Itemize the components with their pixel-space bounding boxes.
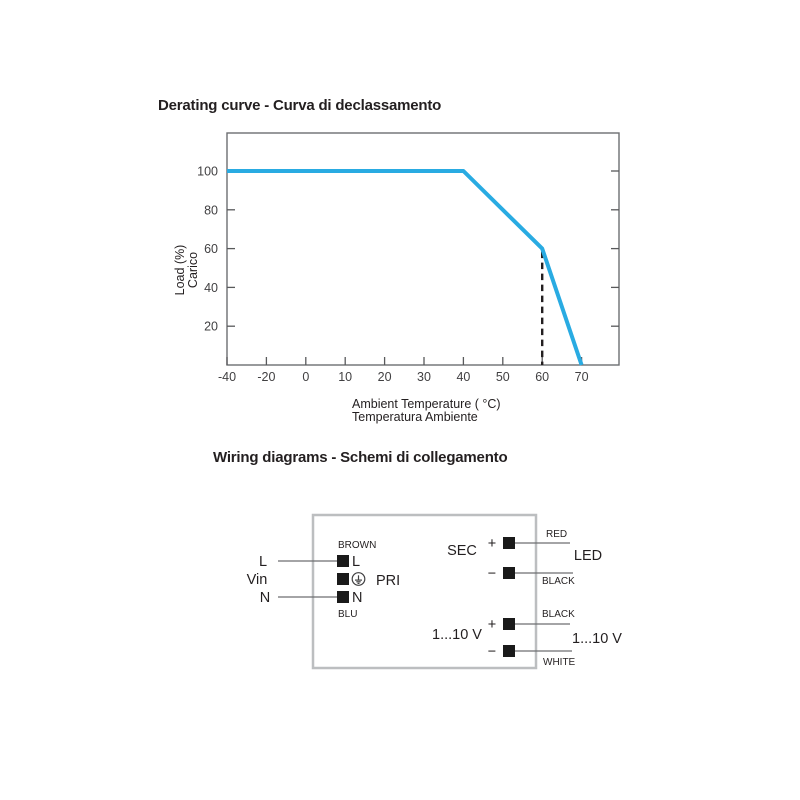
terminal-l-label: L	[352, 554, 360, 570]
y-tick-label: 100	[197, 165, 218, 179]
derating-chart: -40 -20 0 10 20 30 40 50 60 70 100 80 60 40 20 Ambient…	[173, 132, 620, 424]
sec-minus-sign: −	[488, 566, 496, 582]
vin-label: Vin	[247, 572, 268, 588]
l-input-label: L	[259, 554, 267, 570]
terminal-n	[337, 591, 349, 603]
x-tick-label: 50	[496, 370, 510, 384]
sec-plus-sign: +	[488, 536, 496, 552]
derating-section-title: Derating curve - Curva di declassamento	[158, 97, 442, 114]
sec-label: SEC	[447, 543, 477, 559]
x-tick-label: 60	[535, 370, 549, 384]
device-box	[311, 513, 538, 670]
dim-label: 1...10 V	[432, 627, 482, 643]
terminal-n-label: N	[352, 590, 362, 606]
terminal-earth	[337, 573, 349, 585]
x-tick-label: -40	[218, 370, 236, 384]
terminal-sec-minus	[503, 567, 515, 579]
derating-plot-area: -40 -20 0 10 20 30 40 50 60 70 100 80 60 40 20	[197, 132, 620, 384]
led-label: LED	[574, 548, 602, 564]
y-axis-label-it: Carico	[186, 252, 200, 288]
dim-plus-sign: +	[488, 617, 496, 633]
x-tick-label: 70	[575, 370, 589, 384]
earth-icon	[351, 572, 366, 586]
y-tick-label: 40	[204, 281, 218, 295]
n-input-label: N	[260, 590, 270, 606]
red-wire-label: RED	[546, 529, 567, 540]
black-wire-dim-label: BLACK	[542, 609, 575, 620]
dim-minus-sign: −	[488, 644, 496, 660]
y-tick-label: 60	[204, 242, 218, 256]
y-axis-label-en: Load (%)	[173, 245, 187, 296]
x-axis-label-en: Ambient Temperature ( °C)	[352, 397, 501, 411]
terminal-dim-plus	[503, 618, 515, 630]
x-tick-label: 30	[417, 370, 431, 384]
wiring-diagram: L Vin N BROWN L N BLU PRI SEC + RED LED …	[247, 513, 622, 670]
x-tick-label: 20	[378, 370, 392, 384]
terminal-sec-plus	[503, 537, 515, 549]
wiring-section-title: Wiring diagrams - Schemi di collegamento	[213, 449, 508, 466]
blu-wire-label: BLU	[338, 609, 357, 620]
terminal-dim-minus	[503, 645, 515, 657]
y-tick-label: 20	[204, 320, 218, 334]
x-axis-label-it: Temperatura Ambiente	[352, 410, 478, 424]
brown-wire-label: BROWN	[338, 540, 376, 551]
x-tick-label: 40	[456, 370, 470, 384]
pri-label: PRI	[376, 573, 400, 589]
x-tick-label: 10	[338, 370, 352, 384]
dim-right-label: 1...10 V	[572, 631, 622, 647]
y-tick-label: 80	[204, 203, 218, 217]
white-wire-label: WHITE	[543, 657, 576, 668]
derating-plot-box	[226, 132, 620, 366]
terminal-l	[337, 555, 349, 567]
black-wire-sec-label: BLACK	[542, 576, 575, 587]
x-tick-label: 0	[302, 370, 309, 384]
x-tick-label: -20	[257, 370, 275, 384]
load-derating-curve	[227, 169, 584, 366]
